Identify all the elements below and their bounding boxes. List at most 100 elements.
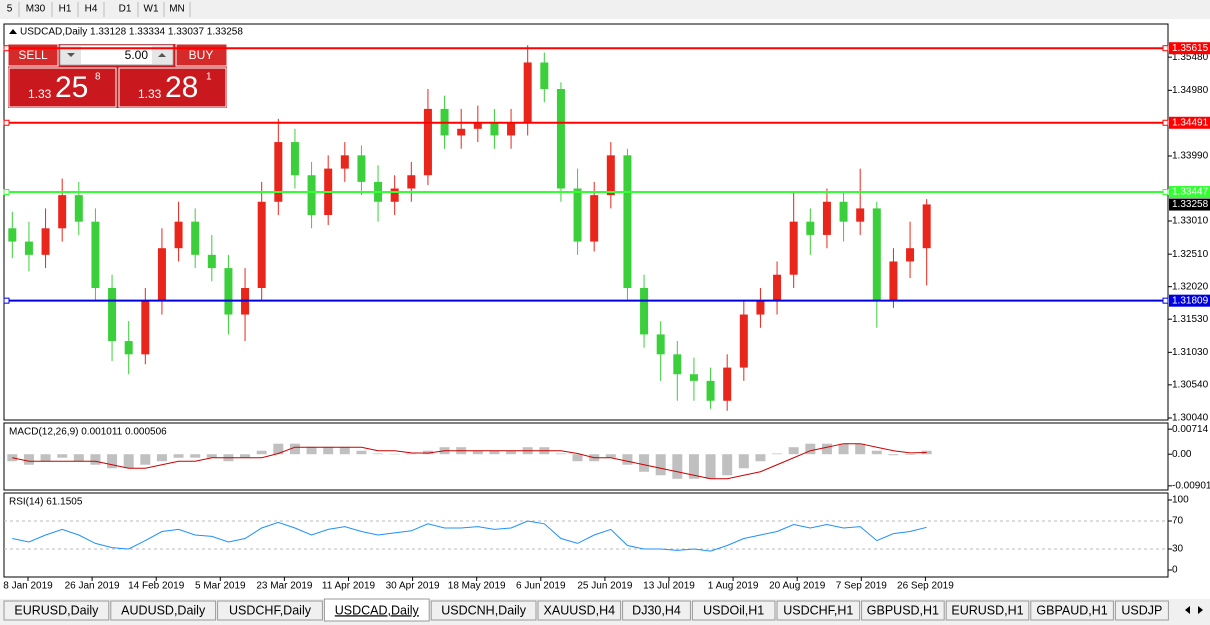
tab-scroll[interactable] [1176,601,1210,620]
macd-bar [738,454,749,469]
macd-bar [356,450,367,455]
candle-body [473,122,482,129]
scroll-left[interactable] [1185,606,1190,614]
tab[interactable] [430,600,537,621]
timeframe-button[interactable]: W1 [144,4,159,15]
candle-body [872,208,881,302]
x-tick-label: 7 Sep 2019 [836,581,888,592]
x-tick-label: 14 Feb 2019 [128,581,185,592]
candle-body [573,188,582,242]
x-tick-label: 26 Jan 2019 [65,581,120,592]
macd-bar [240,454,251,458]
lot-value: 5.00 [125,48,149,62]
candle-body [91,221,100,288]
tab[interactable] [622,600,691,621]
timeframe-button[interactable]: D1 [119,4,132,15]
tab[interactable] [537,600,622,621]
tab[interactable] [3,600,110,621]
tab[interactable] [1114,600,1169,621]
macd-bar [821,443,832,455]
timeframe-button[interactable]: M30 [26,4,46,15]
candle-body [407,175,416,189]
candle-body [257,201,266,288]
scroll-right[interactable] [1198,606,1203,614]
candle-body [507,122,516,136]
tab[interactable] [110,600,217,621]
candle-body [806,221,815,235]
tab-label: GBPAUD,H1 [1036,603,1107,617]
tab[interactable] [945,600,1030,621]
macd-bar [605,454,616,458]
rsi-line [12,520,927,552]
macd-bar [289,443,300,455]
candle-body [423,108,432,176]
y-tick-label: 1.33990 [1172,151,1209,162]
lot-input[interactable] [59,44,174,66]
level-tag [1169,116,1210,129]
candle-body [457,128,466,136]
x-tick-label: 8 Jan 2019 [3,581,53,592]
down-arrow [67,53,75,57]
candle-body [41,228,50,255]
level-handle [3,297,10,304]
macd-bar [489,450,500,455]
timeframe-button[interactable]: 5 [7,4,13,15]
candle-body [656,334,665,355]
timeframe-button[interactable]: MN [169,4,185,15]
macd-bar [572,454,583,462]
macd-bar [190,454,201,458]
macd-bar [406,453,417,455]
y-tick-label: 100 [1172,495,1189,506]
macd-bar [173,454,184,458]
buy-button[interactable] [175,43,228,67]
macd-bar [123,454,134,469]
tab[interactable] [323,598,430,622]
macd-bar [306,447,317,455]
macd-bar [855,443,866,455]
macd-bar [805,443,816,455]
tab[interactable] [861,600,945,621]
macd-bar [555,453,566,455]
tab-label: USDCHF,Daily [229,603,312,617]
candle-body [307,175,316,216]
y-tick-label: 1.35480 [1172,52,1209,63]
x-tick-label: 25 Jun 2019 [577,581,632,592]
tab[interactable] [217,600,323,621]
macd-title: MACD(12,26,9) 0.001011 0.000506 [9,427,167,438]
candle-body [174,221,183,249]
tab[interactable] [691,600,776,621]
macd-bar [107,454,118,469]
timeframe-button[interactable]: H4 [85,4,98,15]
y-tick-label: 1.33010 [1172,216,1209,227]
macd-bar [472,450,483,455]
chart-window [0,19,1210,599]
x-tick-label: 13 Jul 2019 [643,581,695,592]
macd-bar [888,454,899,456]
tab-label: AUDUSD,Daily [121,603,206,617]
y-tick-label: 1.34980 [1172,85,1209,96]
sell-price-box[interactable] [8,67,117,108]
sell-button[interactable] [7,43,59,67]
tab[interactable] [1030,600,1114,621]
tab-label: USDCNH,Daily [441,603,526,617]
timeframe-button[interactable]: H1 [59,4,72,15]
signal-line [12,443,927,480]
y-tick-label: 1.32020 [1172,281,1209,292]
level-handle [1162,189,1169,196]
candle-body [108,288,117,342]
macd-bar [905,454,916,455]
x-tick-label: 30 Apr 2019 [386,581,440,592]
candle-body [8,228,17,242]
candle-body [556,89,565,189]
macd-bar [373,453,384,455]
tab[interactable] [776,600,861,621]
toolbar [0,0,1210,19]
level-handle [3,119,10,126]
macd-bar [921,450,932,455]
macd-bar [788,447,799,455]
buy-price-box[interactable] [118,67,227,108]
candle-body [906,248,915,262]
trade-panel: SELL 5.00 BUY 1.33 25 8 1.33 28 1 [7,43,228,108]
candle-body [290,142,299,176]
buy-label: BUY [189,48,214,62]
